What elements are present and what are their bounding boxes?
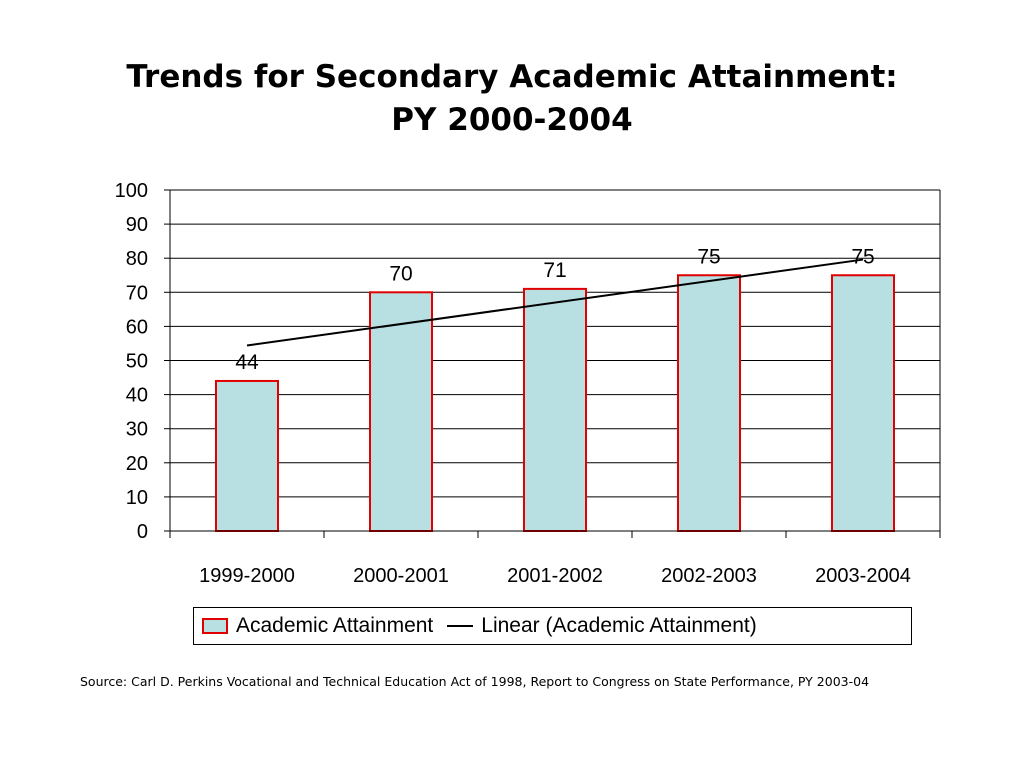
data-label: 75 xyxy=(851,245,874,268)
y-tick-label: 60 xyxy=(126,316,148,338)
y-tick-label: 30 xyxy=(126,419,148,441)
y-tick-label: 20 xyxy=(126,453,148,475)
y-tick-label: 90 xyxy=(126,214,148,236)
y-tick-label: 40 xyxy=(126,385,148,407)
legend-line-swatch xyxy=(447,625,474,627)
chart-title-line-1: Trends for Secondary Academic Attainment… xyxy=(126,59,898,95)
y-tick-label: 70 xyxy=(126,282,148,304)
axes: 0 10 20 30 40 50 60 70 80 90 100 1999-2000 2000-2001… xyxy=(115,180,941,587)
bar xyxy=(215,379,279,532)
x-tick-label: 2001-2002 xyxy=(507,565,603,587)
trendline xyxy=(246,258,864,347)
legend-line-label: Linear (Academic Attainment) xyxy=(481,614,757,637)
bar xyxy=(523,287,587,533)
y-tick-label: 50 xyxy=(126,351,148,373)
data-label: 44 xyxy=(235,351,259,374)
bar xyxy=(369,291,433,532)
x-tick-label: 2003-2004 xyxy=(815,565,911,587)
data-label: 71 xyxy=(543,259,566,282)
x-tick-label: 1999-2000 xyxy=(199,565,295,587)
bars xyxy=(215,274,895,533)
x-tick-label: 2002-2003 xyxy=(661,565,757,587)
y-tick-label: 0 xyxy=(137,521,148,543)
legend-bar-swatch xyxy=(202,618,228,634)
trendline-group xyxy=(246,258,864,347)
y-tick-label: 100 xyxy=(115,180,148,202)
data-label: 75 xyxy=(697,245,720,268)
x-tick-label: 2000-2001 xyxy=(353,565,449,587)
legend-bar-label: Academic Attainment xyxy=(236,614,434,637)
data-label: 70 xyxy=(389,262,412,285)
source-note: Source: Carl D. Perkins Vocational and T… xyxy=(80,674,870,689)
bar xyxy=(677,274,741,532)
y-tick-label: 10 xyxy=(126,487,148,509)
chart-title-line-2: PY 2000-2004 xyxy=(391,102,633,138)
legend: Academic Attainment Linear (Academic Att… xyxy=(193,607,912,645)
y-tick-label: 80 xyxy=(126,248,148,270)
bar xyxy=(831,274,895,532)
data-labels: 44 70 71 75 75 xyxy=(235,245,874,374)
